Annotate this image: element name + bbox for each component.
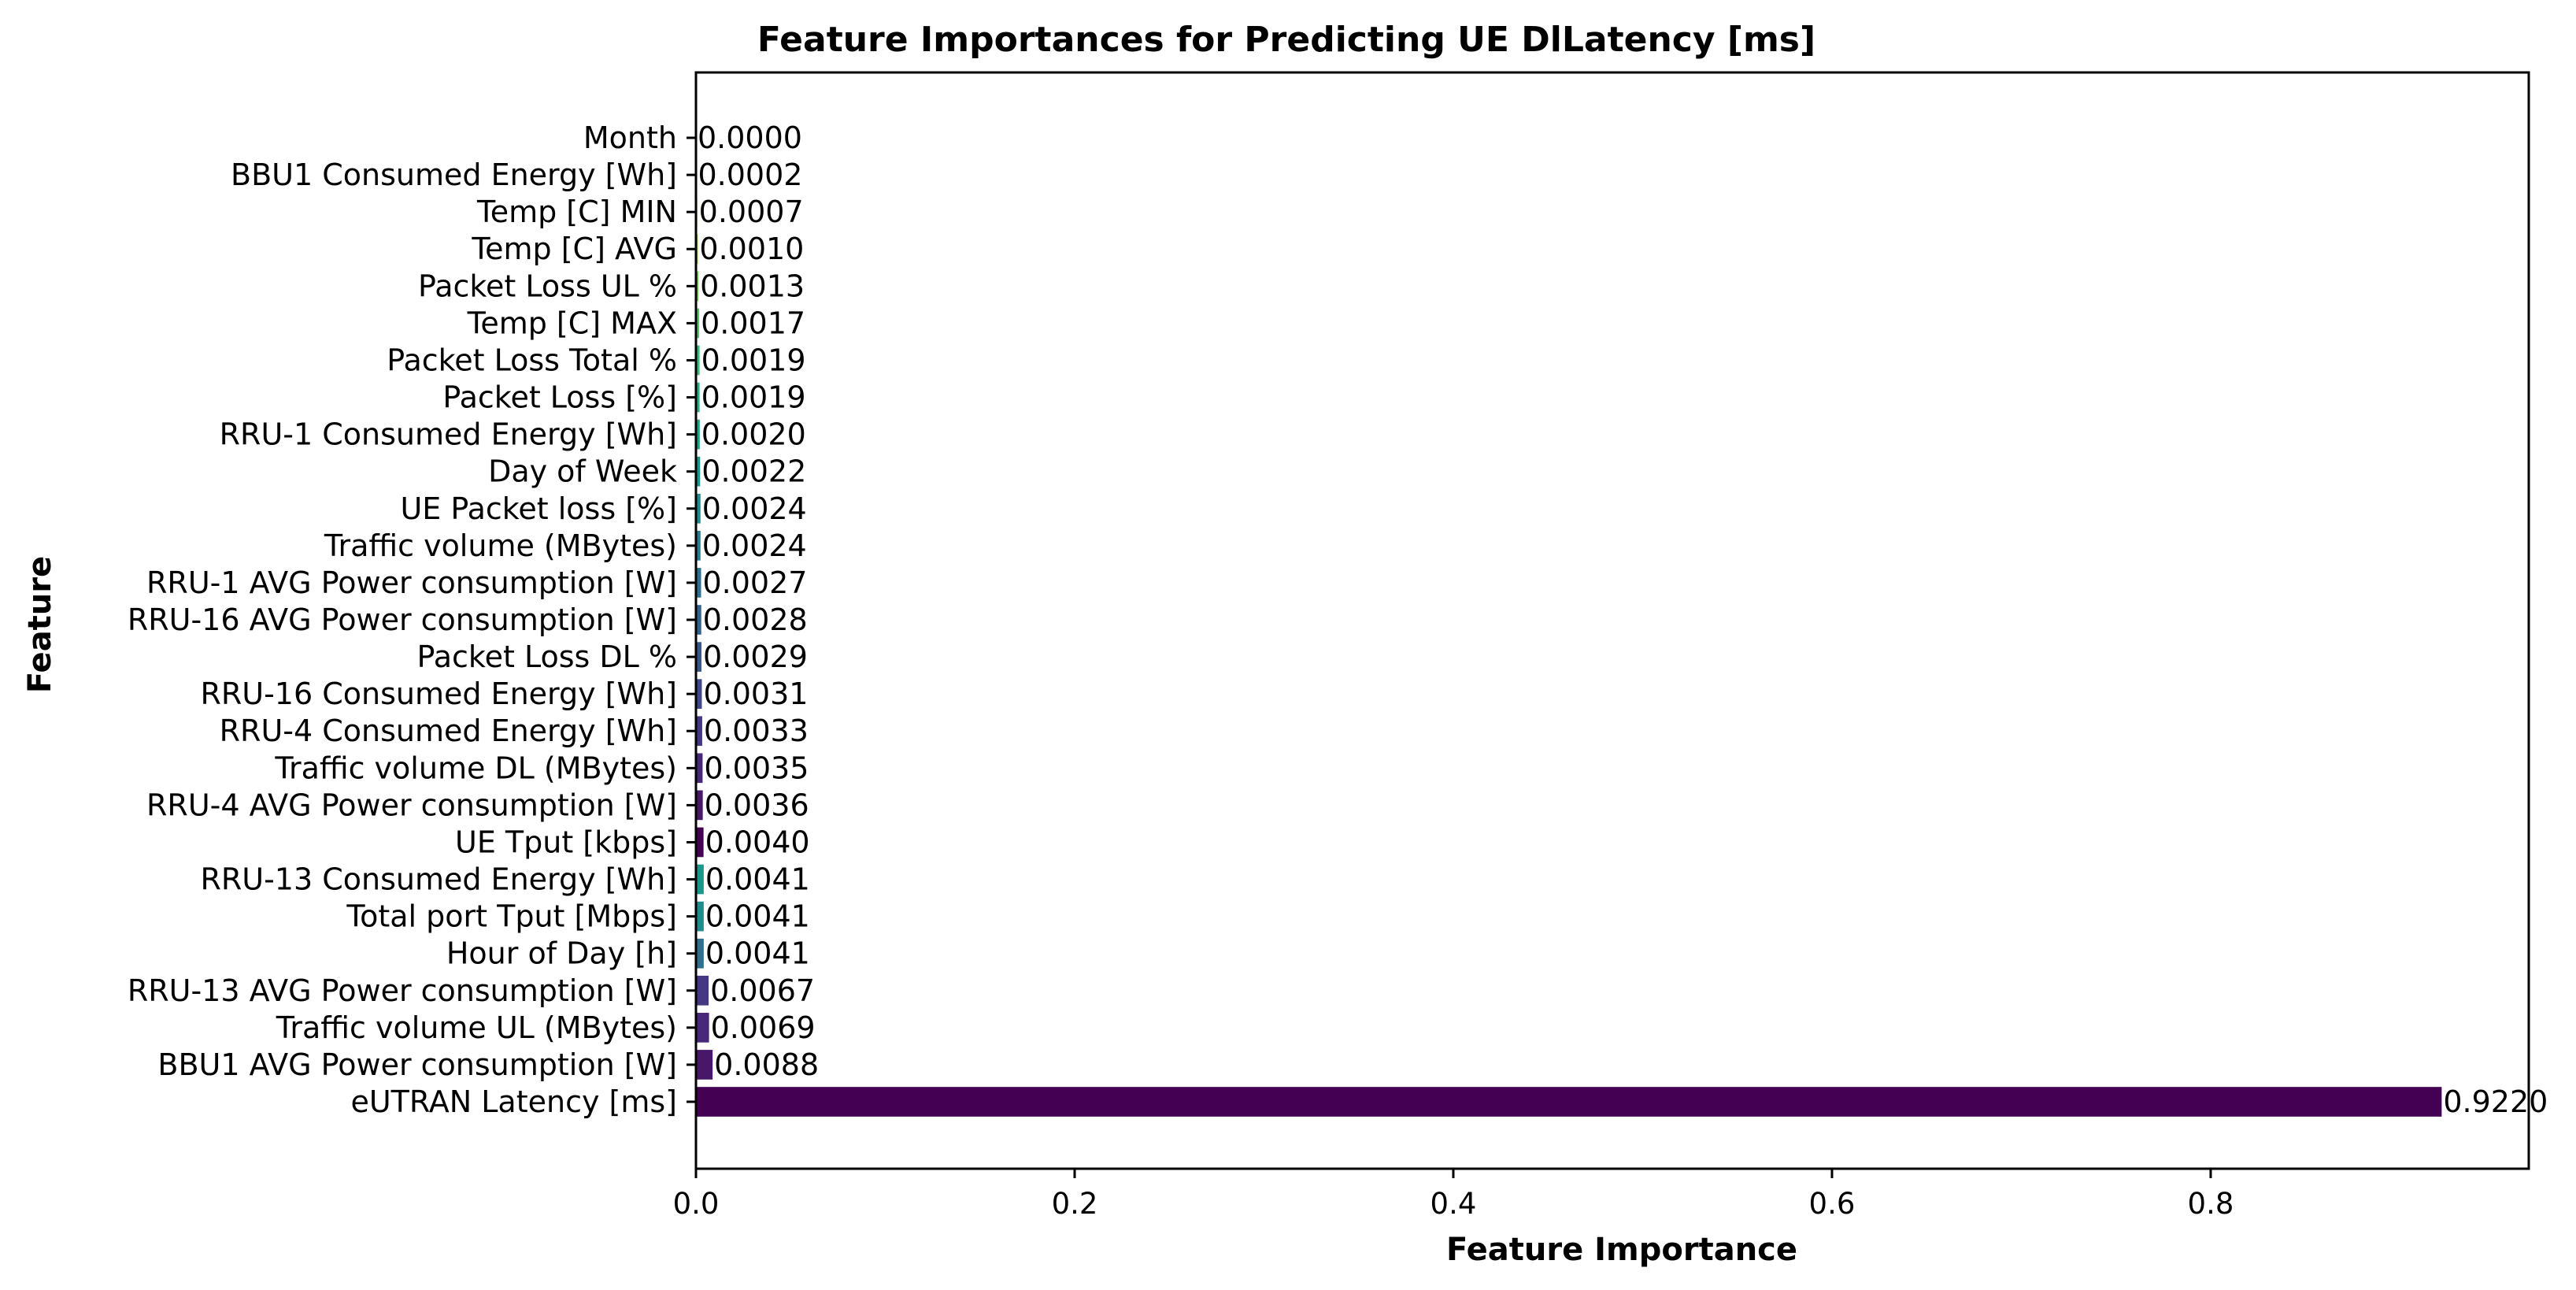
- y-tick-label: Packet Loss Total %: [387, 343, 677, 377]
- y-tick-label: Packet Loss [%]: [442, 380, 677, 415]
- y-tick-label: BBU1 AVG Power consumption [W]: [157, 1047, 677, 1082]
- bar-value-label: 0.0022: [701, 454, 806, 489]
- y-tick-label: BBU1 Consumed Energy [Wh]: [231, 158, 677, 192]
- value-labels-group: 0.00000.00020.00070.00100.00130.00170.00…: [698, 120, 2548, 1119]
- bar: [696, 456, 701, 487]
- plot-frame: [694, 71, 2530, 1170]
- bar: [696, 901, 704, 932]
- bar: [696, 531, 701, 561]
- bar-value-label: 0.0033: [704, 714, 809, 748]
- bar-value-label: 0.0040: [705, 825, 810, 859]
- bar: [696, 568, 701, 598]
- bar-value-label: 0.0069: [711, 1010, 816, 1045]
- bar: [696, 864, 704, 895]
- y-tick-label: RRU-13 AVG Power consumption [W]: [128, 973, 677, 1008]
- bar: [696, 345, 700, 376]
- bar-value-label: 0.0002: [698, 158, 802, 192]
- y-tick-label: Temp [C] AVG: [471, 232, 677, 266]
- bar-value-label: 0.9220: [2443, 1084, 2548, 1119]
- chart-title: Feature Importances for Predicting UE Dl…: [757, 20, 1815, 60]
- y-tick-label: Temp [C] MAX: [467, 306, 677, 340]
- y-tick-label: Day of Week: [488, 454, 677, 489]
- bar: [696, 716, 702, 747]
- y-tick-label: RRU-1 AVG Power consumption [W]: [146, 565, 677, 600]
- y-tick-label: Month: [583, 120, 677, 155]
- y-tick-label: RRU-1 Consumed Energy [Wh]: [220, 417, 677, 452]
- bar-value-label: 0.0017: [701, 306, 805, 340]
- y-tick-label: RRU-16 Consumed Energy [Wh]: [200, 677, 677, 711]
- x-axis-ticks: 0.0 0.2 0.4 0.6 0.8: [673, 1169, 2234, 1221]
- bar-value-label: 0.0024: [702, 491, 807, 526]
- bar-value-label: 0.0029: [703, 639, 808, 674]
- bar-value-label: 0.0041: [705, 862, 810, 897]
- bar: [696, 382, 700, 413]
- y-tick-label: Hour of Day [h]: [446, 936, 677, 971]
- bar: [696, 642, 701, 672]
- bar-value-label: 0.0041: [705, 899, 810, 934]
- x-tick-label: 0.0: [673, 1187, 720, 1221]
- bar: [696, 790, 703, 821]
- y-tick-label: Traffic volume UL (MBytes): [276, 1010, 677, 1045]
- y-tick-label: eUTRAN Latency [ms]: [350, 1084, 677, 1119]
- bar-value-label: 0.0028: [703, 602, 808, 637]
- bar: [696, 938, 704, 969]
- y-tick-label: RRU-16 AVG Power consumption [W]: [128, 602, 677, 637]
- bar-value-label: 0.0019: [701, 343, 806, 377]
- bar: [696, 308, 700, 339]
- x-tick-label: 0.8: [2188, 1187, 2234, 1221]
- bar: [696, 605, 701, 635]
- bar-value-label: 0.0027: [702, 565, 807, 600]
- bar: [696, 753, 703, 784]
- y-tick-label: Temp [C] MIN: [476, 195, 677, 229]
- bar: [696, 975, 709, 1006]
- x-tick-label: 0.4: [1430, 1187, 1477, 1221]
- bar: [696, 419, 700, 450]
- bar-value-label: 0.0035: [704, 751, 809, 785]
- bar-value-label: 0.0000: [698, 120, 802, 155]
- bar-value-label: 0.0088: [714, 1047, 819, 1082]
- y-tick-label: UE Packet loss [%]: [400, 491, 677, 526]
- y-tick-label: Total port Tput [Mbps]: [346, 899, 677, 934]
- y-axis-label: Feature: [22, 556, 58, 693]
- bar-value-label: 0.0020: [701, 417, 806, 452]
- y-tick-label: Traffic volume DL (MBytes): [274, 751, 677, 785]
- x-tick-label: 0.2: [1052, 1187, 1098, 1221]
- y-tick-label: Packet Loss DL %: [417, 639, 677, 674]
- bar: [696, 271, 699, 302]
- bars-group: [696, 123, 2442, 1117]
- x-axis-label: Feature Importance: [1446, 1232, 1797, 1268]
- bar-value-label: 0.0019: [701, 380, 806, 415]
- bar: [696, 1013, 709, 1043]
- bar-value-label: 0.0010: [699, 232, 804, 266]
- bar: [696, 679, 702, 709]
- y-tick-label: Traffic volume (MBytes): [324, 528, 677, 563]
- bar-value-label: 0.0036: [705, 788, 809, 822]
- bar: [696, 827, 704, 858]
- bar: [696, 493, 701, 524]
- y-tick-label: RRU-13 Consumed Energy [Wh]: [200, 862, 677, 897]
- bar-value-label: 0.0013: [700, 269, 805, 303]
- bar: [696, 1087, 2442, 1117]
- bar-value-label: 0.0041: [705, 936, 810, 971]
- bar: [696, 1050, 713, 1080]
- x-tick-label: 0.6: [1809, 1187, 1856, 1221]
- bar-value-label: 0.0067: [710, 973, 815, 1008]
- bar-value-label: 0.0024: [702, 528, 807, 563]
- bar-value-label: 0.0031: [703, 677, 808, 711]
- y-tick-label: Packet Loss UL %: [418, 269, 677, 303]
- bar-value-label: 0.0007: [699, 195, 804, 229]
- y-tick-label: UE Tput [kbps]: [455, 825, 677, 859]
- y-tick-label: RRU-4 AVG Power consumption [W]: [146, 788, 677, 822]
- y-tick-label: RRU-4 Consumed Energy [Wh]: [220, 714, 677, 748]
